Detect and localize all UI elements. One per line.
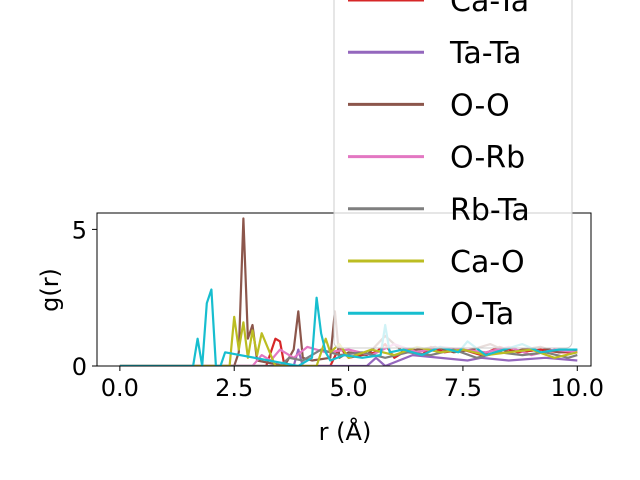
legend: Ca-Ta Ta-Ta O-O O-Rb Rb-Ta Ca-O O-Ta <box>333 0 573 349</box>
x-tick-label: 2.5 <box>215 374 253 402</box>
legend-label-o-ta: O-Ta <box>450 297 514 332</box>
series-line-rb-ta <box>119 348 578 366</box>
x-tick-label: 0.0 <box>101 374 139 402</box>
legend-label-ca-ta: Ca-Ta <box>450 0 529 19</box>
x-tick-label: 10.0 <box>551 374 604 402</box>
legend-label-ca-o: Ca-O <box>450 245 525 280</box>
series-layer <box>119 217 578 366</box>
legend-label-ta-ta: Ta-Ta <box>449 36 522 71</box>
y-tick-label: 5 <box>72 216 87 244</box>
series-line-o-ta <box>119 288 578 366</box>
ticks: 0.0 2.5 5.0 7.5 10.0 0 5 <box>72 216 604 402</box>
y-axis-label: g(r) <box>36 268 64 312</box>
x-tick-label: 7.5 <box>444 374 482 402</box>
legend-label-o-o: O-O <box>450 88 510 123</box>
y-tick-label: 0 <box>72 353 87 381</box>
legend-label-o-rb: O-Rb <box>450 141 525 176</box>
legend-label-rb-ta: Rb-Ta <box>450 193 530 228</box>
x-axis-label: r (Å) <box>319 417 372 446</box>
x-tick-label: 5.0 <box>329 374 367 402</box>
